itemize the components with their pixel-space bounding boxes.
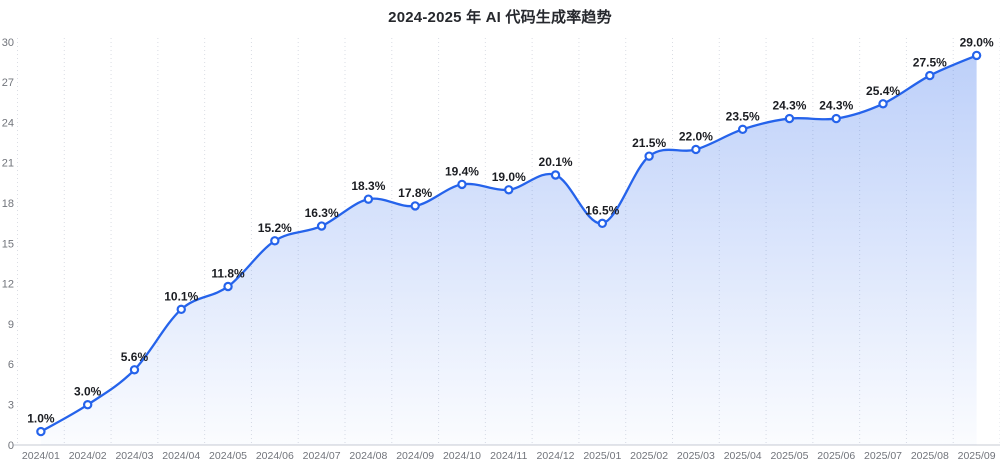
data-label: 19.0% [492,170,526,184]
x-axis-label: 2025/09 [958,450,996,462]
data-label: 19.4% [445,164,479,178]
data-point[interactable] [550,170,561,180]
data-label: 10.1% [164,289,198,303]
data-point[interactable] [316,221,327,231]
x-axis-label: 2025/05 [770,450,808,462]
data-label: 16.5% [585,203,619,217]
data-label: 29.0% [960,35,994,49]
data-label: 22.0% [679,129,713,143]
data-point[interactable] [457,179,467,190]
x-axis-label: 2024/06 [256,450,294,462]
data-label: 27.5% [913,56,947,70]
x-axis-label: 2024/07 [303,450,341,462]
y-axis-label: 3 [8,400,14,412]
data-point[interactable] [36,426,46,437]
y-axis-label: 18 [2,198,14,210]
data-label: 20.1% [539,155,573,169]
x-axis-label: 2025/04 [724,450,762,462]
x-axis-label: 2025/01 [583,450,621,462]
data-point[interactable] [176,304,186,315]
x-axis-label: 2024/02 [69,450,107,462]
data-point[interactable] [737,124,748,135]
data-point[interactable] [82,400,93,410]
data-point[interactable] [878,99,888,109]
x-axis-label: 2024/12 [537,450,575,462]
x-axis-label: 2024/11 [490,450,527,462]
x-axis-label: 2024/01 [22,450,60,462]
x-axis-label: 2024/03 [115,450,153,462]
data-label: 17.8% [398,186,432,200]
data-label: 5.6% [121,350,149,364]
data-point[interactable] [691,144,701,155]
data-label: 25.4% [866,84,900,98]
data-label: 21.5% [632,136,666,150]
y-axis-label: 15 [2,238,14,250]
y-axis-label: 27 [2,77,14,89]
x-axis-label: 2025/08 [911,450,949,462]
data-label: 24.3% [772,99,806,113]
data-label: 1.0% [27,412,55,426]
x-axis-label: 2024/05 [209,450,247,462]
data-point[interactable] [784,113,795,124]
data-label: 3.0% [74,385,102,399]
data-point[interactable] [270,236,280,246]
data-point[interactable] [129,365,140,375]
data-point[interactable] [971,50,982,61]
y-axis-label: 9 [8,319,14,331]
x-axis-label: 2025/02 [630,450,668,462]
data-point[interactable] [831,113,841,124]
data-label: 18.3% [351,179,385,193]
y-axis-label: 0 [8,440,14,452]
y-axis-label: 6 [8,359,14,371]
data-labels: 1.0% 3.0% 5.6% 10.1% 11.8% 15.2% 16.3% 18.3% 17.… [27,35,994,425]
data-label: 23.5% [726,109,760,123]
data-point[interactable] [363,194,374,204]
data-points [36,50,982,437]
data-label: 15.2% [258,221,292,235]
x-axis: 2024/01 2024/02 2024/03 2024/04 2024/05 2024/… [22,450,996,462]
x-axis-label: 2025/06 [817,450,855,462]
area-fill [40,55,977,446]
y-axis-label: 12 [2,279,14,291]
data-point[interactable] [410,201,420,211]
data-label: 24.3% [819,99,853,113]
x-axis-label: 2025/07 [864,450,902,462]
data-point[interactable] [223,281,233,292]
x-axis-label: 2024/08 [349,450,387,462]
x-axis-label: 2024/10 [443,450,481,462]
chart-title: 2024-2025 年 AI 代码生成率趋势 [388,9,612,26]
y-axis-label: 21 [2,158,14,170]
x-axis-label: 2024/04 [162,450,200,462]
data-label: 16.3% [305,206,339,220]
data-point[interactable] [925,70,935,81]
y-axis: 0 3 6 9 12 15 18 21 24 27 30 [2,37,14,452]
y-axis-label: 30 [2,37,14,49]
y-axis-label: 24 [2,117,14,129]
data-point[interactable] [504,185,514,195]
x-axis-label: 2025/03 [677,450,715,462]
x-axis-label: 2024/09 [396,450,434,462]
data-label: 11.8% [211,266,245,280]
data-point[interactable] [597,218,608,229]
data-point[interactable] [644,151,654,161]
